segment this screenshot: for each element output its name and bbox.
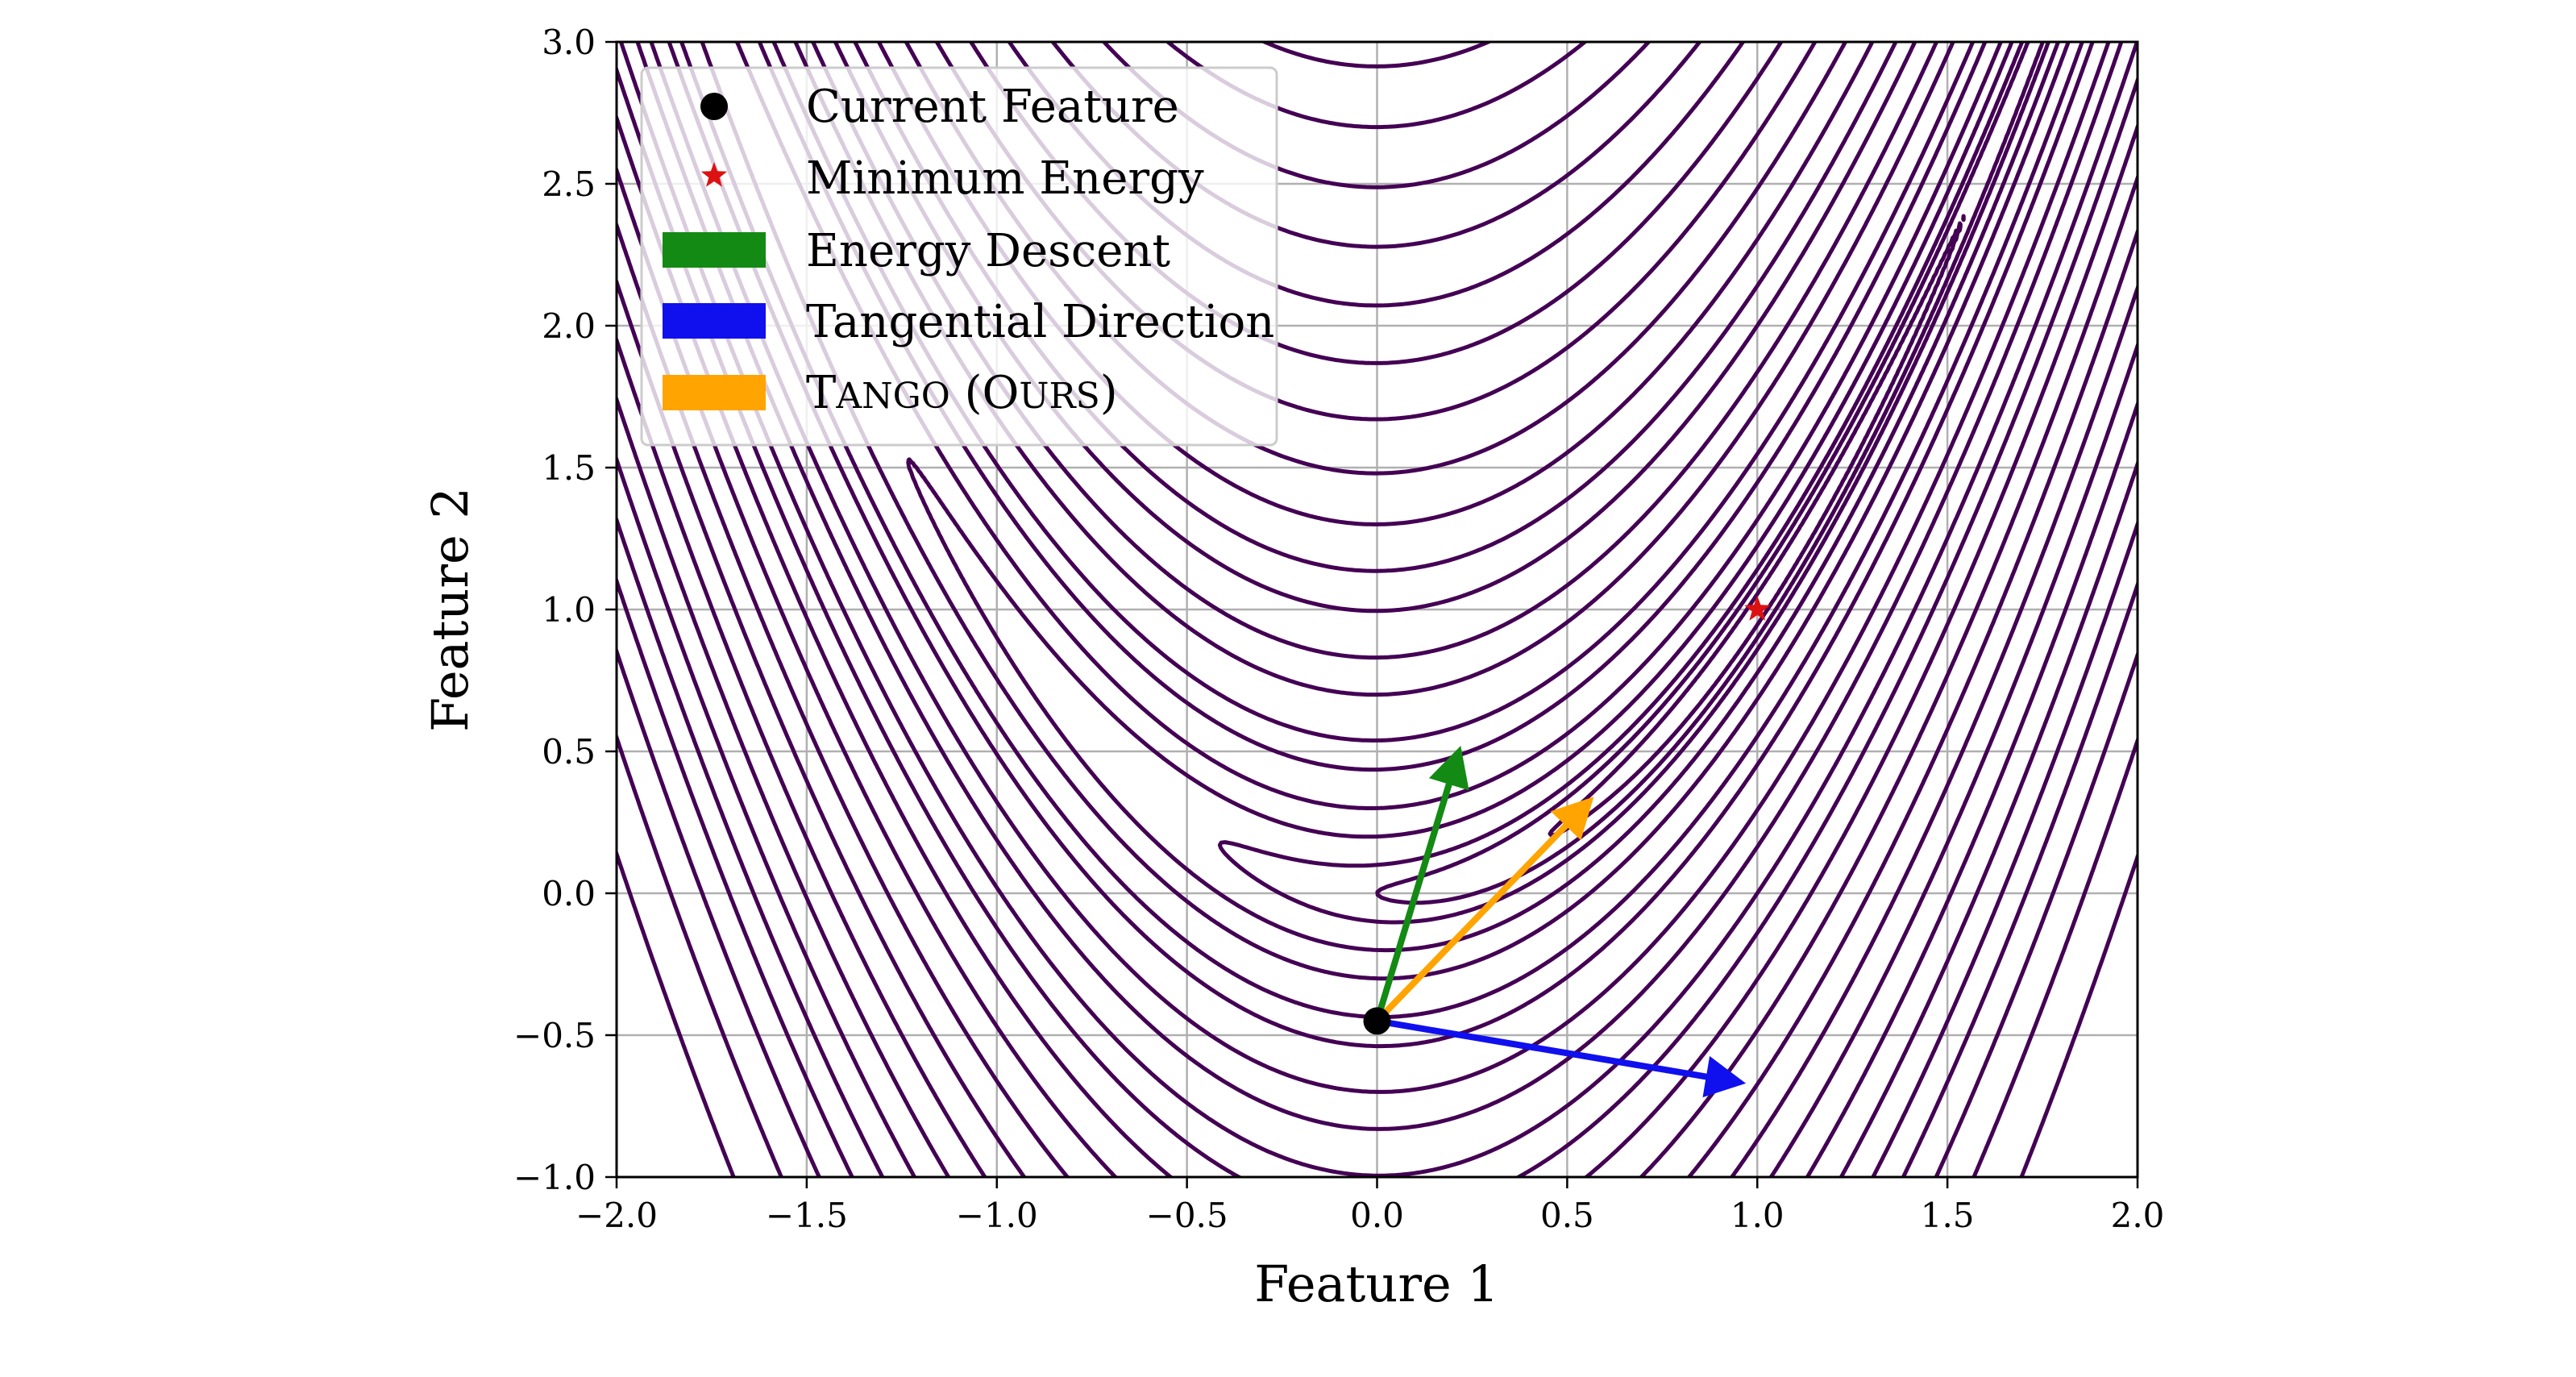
current-feature-point	[1363, 1007, 1391, 1035]
x-tick-label: 0.5	[1540, 1196, 1594, 1235]
x-tick-label: 1.0	[1730, 1196, 1785, 1235]
x-tick-label: 2.0	[2111, 1196, 2165, 1235]
contour-line	[617, 42, 2138, 1177]
y-axis-title: Feature 2	[421, 487, 480, 732]
legend-label-energy-descent: Energy Descent	[806, 225, 1170, 277]
y-tick-label: 0.0	[542, 874, 596, 913]
x-tick-label: −1.0	[956, 1196, 1038, 1235]
legend-box	[640, 66, 1278, 447]
y-tick-label: −0.5	[513, 1016, 596, 1055]
legend-marker-current-feature	[700, 93, 728, 120]
contour-line	[1217, 42, 2051, 925]
minimum-energy-star	[1744, 596, 1771, 621]
x-tick-label: −1.5	[766, 1196, 848, 1235]
y-tick-label: 3.0	[542, 23, 596, 62]
y-tick-label: 1.0	[542, 590, 596, 630]
x-tick-label: −2.0	[575, 1196, 658, 1235]
legend-marker-minimum-energy	[700, 162, 728, 187]
legend-label-current-feature: Current Feature	[806, 81, 1179, 133]
legend-swatch-tangential-direction	[663, 303, 766, 339]
tangential-direction-arrow	[1376, 1017, 1747, 1098]
y-tick-label: −1.0	[513, 1158, 596, 1197]
legend-swatch-energy-descent	[663, 232, 766, 268]
legend-swatch-tango	[663, 375, 766, 410]
y-tick-label: 0.5	[542, 732, 596, 772]
legend: Current Feature Minimum Energy Energy De…	[640, 66, 1278, 447]
y-tick-label: 2.0	[542, 306, 596, 346]
contour-line	[1548, 214, 1966, 838]
contour-line	[617, 42, 2138, 1177]
y-tick-label: 1.5	[542, 448, 596, 488]
legend-label-tango: TANGO (OURS)	[806, 367, 1118, 419]
contour-line	[1375, 42, 2045, 905]
legend-label-tangential-direction: Tangential Direction	[806, 296, 1274, 348]
x-tick-label: −0.5	[1146, 1196, 1228, 1235]
contour-line	[617, 847, 2138, 1177]
x-axis-title: Feature 1	[1254, 1254, 1499, 1313]
x-tick-label: 1.5	[1921, 1196, 1975, 1235]
tango-arrow	[1374, 797, 1594, 1024]
legend-label-minimum-energy: Minimum Energy	[806, 152, 1204, 205]
contour-line	[617, 42, 2138, 1177]
y-tick-label: 2.5	[542, 164, 596, 204]
x-tick-label: 0.0	[1350, 1196, 1404, 1235]
axis-ticks: −2.0 −1.5 −1.0 −0.5 0.0 0.5 1.0 1.5 2.0 −1.0 −0.5 0…	[513, 23, 2164, 1235]
contour-line	[617, 645, 2138, 1177]
contour-line	[906, 42, 2061, 953]
chart-marks	[1363, 596, 1771, 1098]
energy-descent-arrow	[1373, 746, 1469, 1022]
